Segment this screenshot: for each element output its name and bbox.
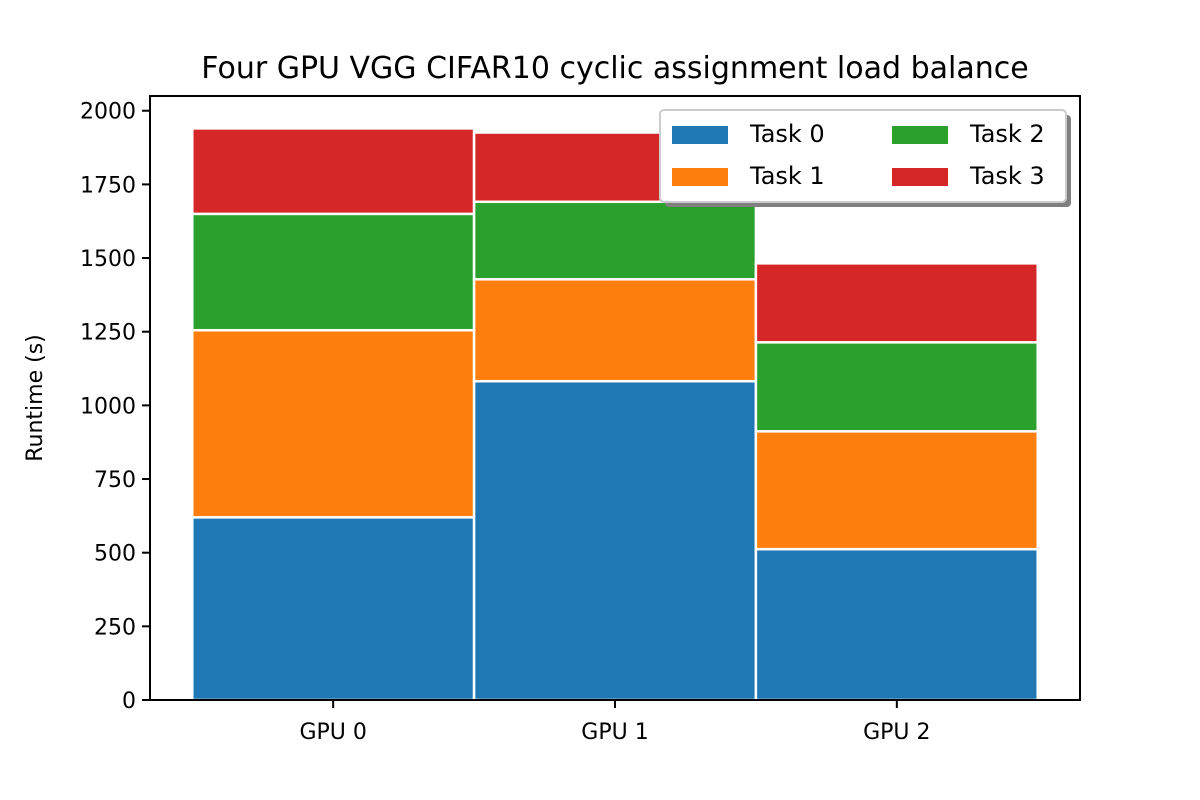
y-tick-label: 2000 [80,100,136,125]
legend-label: Task 3 [969,162,1045,190]
legend-label: Task 0 [749,120,825,148]
y-axis-label: Runtime (s) [23,334,48,462]
bar-segment [754,262,1039,344]
legend-swatch [892,168,948,186]
bar-segment [472,278,758,383]
bar-segment [754,430,1039,551]
chart-title: Four GPU VGG CIFAR10 cyclic assignment l… [201,51,1028,86]
x-tick-label: GPU 1 [581,720,648,745]
legend-label: Task 1 [749,162,825,190]
bar-segment [191,212,476,332]
x-tick-label: GPU 2 [863,720,930,745]
bars-group [191,127,1039,702]
legend-swatch [672,168,728,186]
bar-segment [754,341,1039,433]
bar-segment [191,328,476,519]
bar-segment [754,547,1039,702]
y-tick-label: 1250 [80,321,136,346]
y-tick-label: 250 [94,615,136,640]
y-tick-label: 1500 [80,247,136,272]
bar-segment [472,379,758,702]
x-axis: GPU 0 GPU 1 GPU 2 [299,700,931,745]
y-tick-label: 1750 [80,173,136,198]
legend: Task 0 Task 1 Task 2 Task 3 [659,109,1071,207]
bar-segment [191,127,476,216]
bar-segment [191,516,476,702]
y-tick-label: 0 [122,689,136,714]
x-tick-label: GPU 0 [299,720,366,745]
legend-label: Task 2 [969,120,1045,148]
legend-swatch [672,126,728,144]
y-tick-label: 750 [94,468,136,493]
legend-box [659,109,1067,203]
y-tick-label: 500 [94,542,136,567]
bar-segment [472,200,758,281]
y-axis: 0 250 500 750 1000 1250 1500 1750 2000 [80,100,150,714]
y-tick-label: 1000 [80,394,136,419]
legend-swatch [892,126,948,144]
